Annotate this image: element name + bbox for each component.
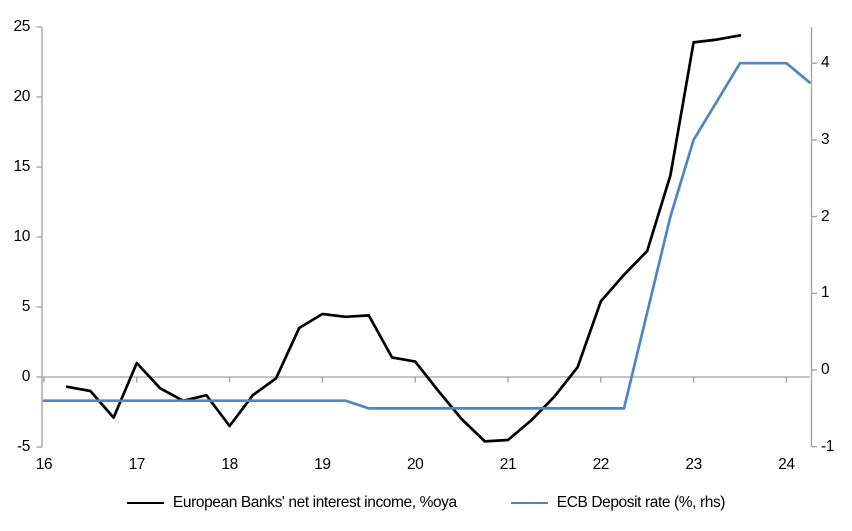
x-axis-tick-label: 22 bbox=[592, 456, 610, 473]
left-axis-tick-label: -5 bbox=[17, 438, 30, 455]
x-axis-tick-label: 16 bbox=[35, 456, 53, 473]
blue-line-swatch bbox=[510, 502, 548, 504]
legend: European Banks' net interest income, %oy… bbox=[0, 494, 852, 512]
right-axis-tick-label: 1 bbox=[821, 284, 830, 302]
left-axis-tick-label: 20 bbox=[13, 88, 31, 105]
black-line-swatch bbox=[126, 502, 164, 504]
right-axis-tick-label: 3 bbox=[821, 130, 830, 148]
left-axis-tick-label: 0 bbox=[21, 368, 31, 385]
left-axis-tick-label: 15 bbox=[13, 158, 31, 175]
x-axis-tick-label: 18 bbox=[221, 456, 238, 473]
net-interest-income-line bbox=[65, 34, 742, 443]
left-axis-tick-label: 10 bbox=[13, 228, 31, 245]
x-axis-tick-label: 19 bbox=[314, 456, 331, 473]
x-axis-tick-label: 24 bbox=[778, 456, 795, 473]
right-axis-tick-label: 2 bbox=[821, 207, 830, 225]
legend-label-net-interest-income: European Banks' net interest income, %oy… bbox=[172, 494, 457, 511]
ecb-deposit-rate-line bbox=[42, 61, 811, 410]
left-axis-tick-label: 5 bbox=[21, 298, 31, 315]
legend-item-ecb-deposit-rate: ECB Deposit rate (%, rhs) bbox=[510, 494, 726, 512]
legend-label-ecb-deposit-rate: ECB Deposit rate (%, rhs) bbox=[556, 494, 726, 511]
x-axis-tick-label: 23 bbox=[685, 456, 702, 473]
x-axis-tick-label: 17 bbox=[128, 456, 146, 473]
right-axis-tick-label: 4 bbox=[821, 54, 830, 72]
legend-item-net-interest-income: European Banks' net interest income, %oy… bbox=[126, 494, 457, 512]
right-axis-tick-label: -1 bbox=[821, 437, 834, 455]
right-axis-tick-label: 0 bbox=[821, 361, 830, 378]
x-axis-tick-label: 20 bbox=[406, 456, 424, 473]
left-axis-tick-label: 25 bbox=[13, 18, 31, 35]
x-axis-tick-label: 21 bbox=[499, 456, 517, 473]
